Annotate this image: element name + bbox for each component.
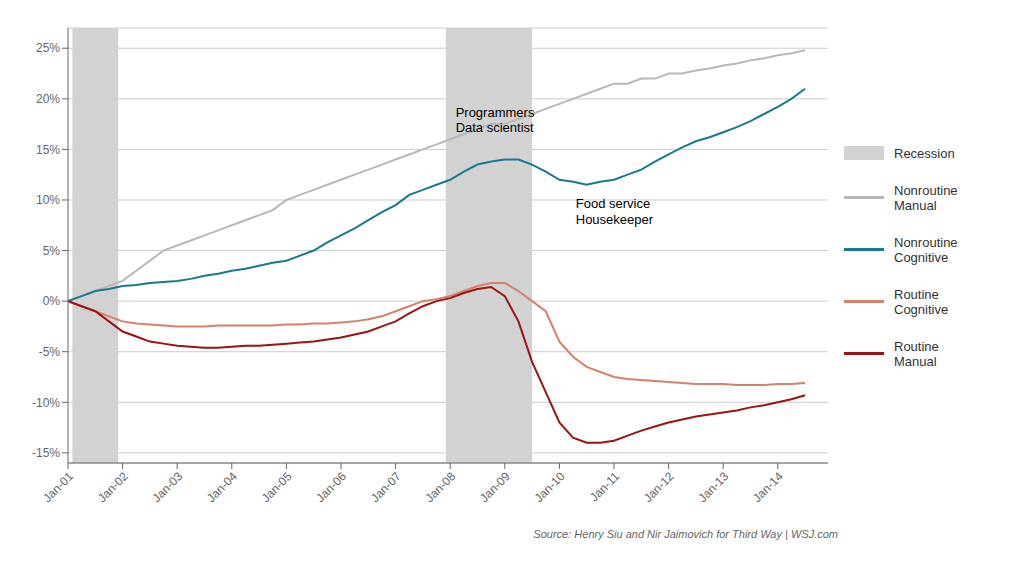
svg-text:25%: 25% bbox=[36, 41, 60, 55]
svg-text:Jan-04: Jan-04 bbox=[204, 469, 240, 505]
svg-text:Jan-10: Jan-10 bbox=[532, 469, 568, 505]
svg-text:20%: 20% bbox=[36, 92, 60, 106]
svg-text:5%: 5% bbox=[43, 244, 61, 258]
html-text:Source: Henry Siu and Nir Jaim: Source: Henry Siu and Nir Jaimovich for … bbox=[533, 528, 838, 540]
svg-text:15%: 15% bbox=[36, 143, 60, 157]
svg-text:Jan-06: Jan-06 bbox=[313, 469, 349, 505]
svg-text:10%: 10% bbox=[36, 193, 60, 207]
svg-text:-15%: -15% bbox=[32, 446, 60, 460]
svg-text:Jan-12: Jan-12 bbox=[641, 469, 677, 505]
svg-text:Jan-02: Jan-02 bbox=[95, 469, 131, 505]
svg-text:-10%: -10% bbox=[32, 396, 60, 410]
svg-text:Food serviceHousekeeper: Food serviceHousekeeper bbox=[576, 196, 654, 227]
svg-text:0%: 0% bbox=[43, 294, 61, 308]
html-text:Nonroutine Cognitive: Nonroutine Cognitive bbox=[894, 234, 958, 265]
svg-text:Jan-08: Jan-08 bbox=[422, 469, 458, 505]
svg-text:-5%: -5% bbox=[39, 345, 61, 359]
html-text:Recession: Recession bbox=[894, 145, 955, 161]
html-text:Nonroutine Manual: Nonroutine Manual bbox=[894, 182, 958, 213]
svg-text:Jan-07: Jan-07 bbox=[368, 469, 404, 505]
svg-text:Jan-14: Jan-14 bbox=[750, 469, 786, 505]
svg-text:Jan-03: Jan-03 bbox=[149, 469, 185, 505]
html-text:Routine Cognitive: Routine Cognitive bbox=[894, 286, 949, 317]
svg-text:Jan-01: Jan-01 bbox=[40, 469, 76, 505]
svg-text:Jan-13: Jan-13 bbox=[695, 469, 731, 505]
svg-text:Jan-11: Jan-11 bbox=[587, 469, 622, 504]
html-text:Routine Manual: Routine Manual bbox=[894, 338, 939, 369]
svg-text:Jan-09: Jan-09 bbox=[477, 469, 513, 505]
svg-text:ProgrammersData scientist: ProgrammersData scientist bbox=[456, 105, 535, 136]
svg-text:Jan-05: Jan-05 bbox=[259, 469, 295, 505]
